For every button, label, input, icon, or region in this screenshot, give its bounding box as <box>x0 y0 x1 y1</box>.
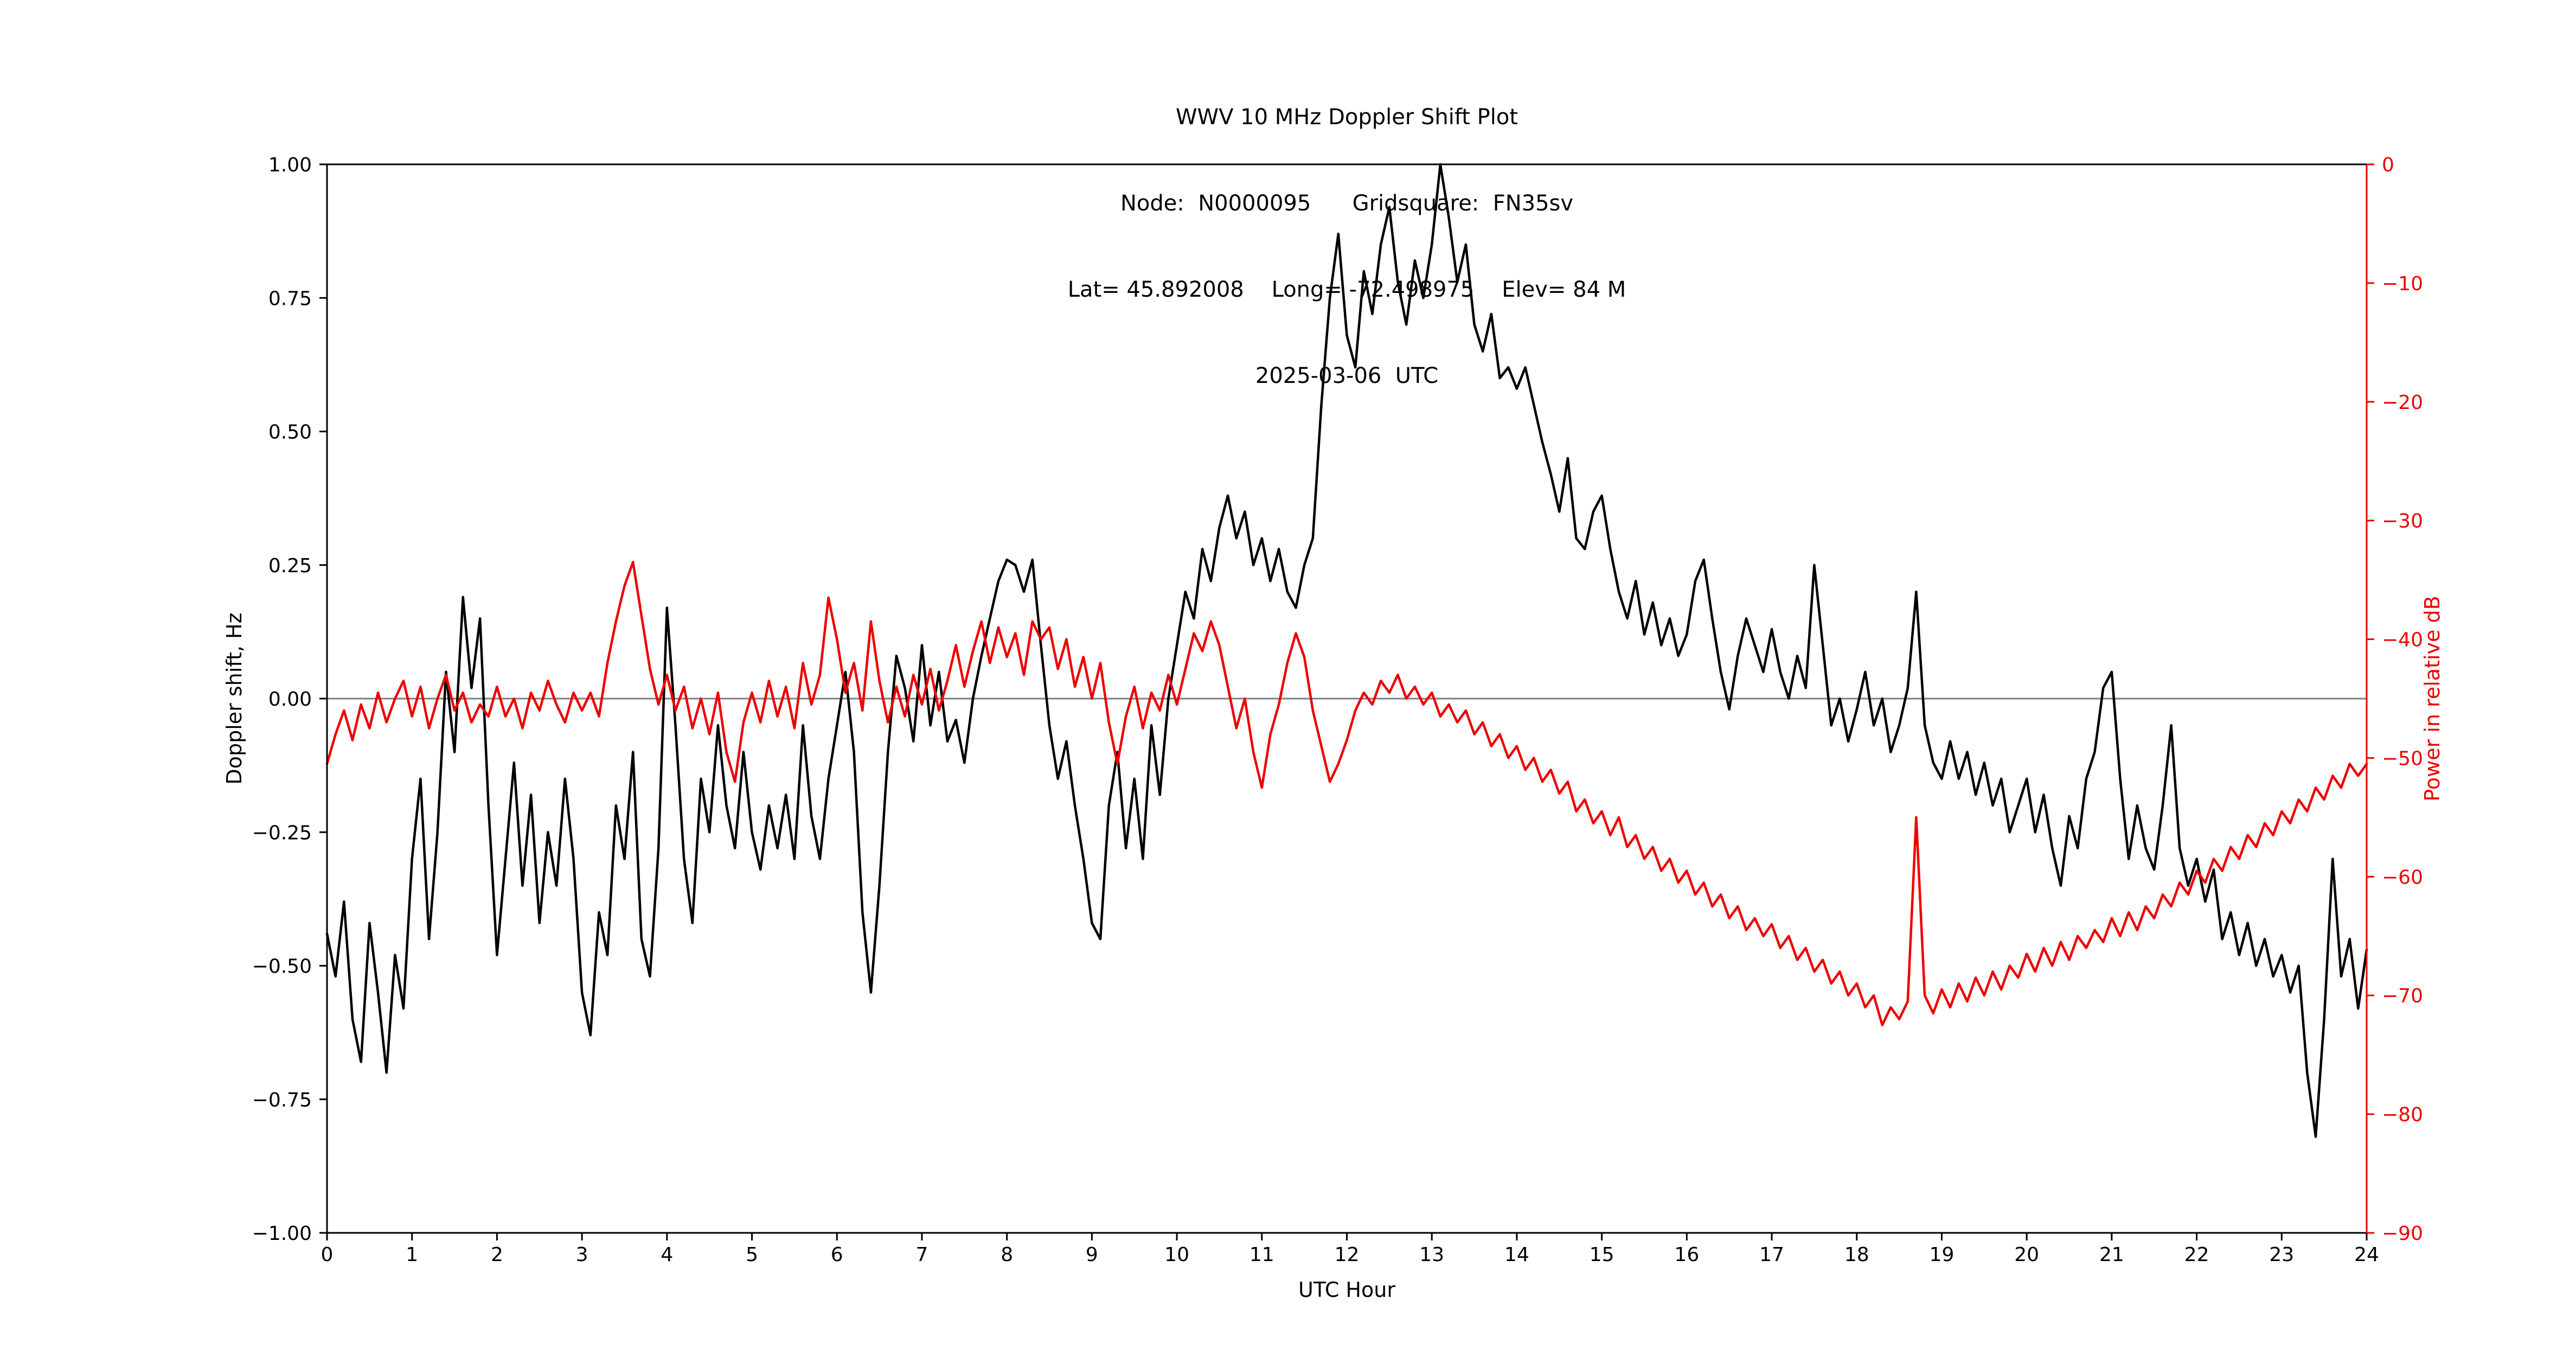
x-tick-label: 12 <box>1335 1244 1360 1266</box>
y-right-tick-label: −50 <box>2382 747 2423 770</box>
y-left-tick-label: 0.50 <box>268 421 312 444</box>
x-tick-label: 22 <box>2184 1244 2209 1266</box>
y-left-tick-label: 0.75 <box>268 287 312 310</box>
plot-title: WWV 10 MHz Doppler Shift Plot <box>1175 105 1518 130</box>
y-left-tick-label: −0.50 <box>252 956 312 978</box>
plot-subtitle-node: Node: N0000095 Gridsquare: FN35sv <box>1120 191 1574 216</box>
y-right-tick-label: −20 <box>2382 392 2423 414</box>
y-right-tick-label: −60 <box>2382 866 2423 888</box>
x-tick-label: 13 <box>1419 1244 1444 1266</box>
x-tick-label: 8 <box>1001 1244 1013 1266</box>
y-right-tick-label: −10 <box>2382 273 2423 295</box>
x-tick-label: 5 <box>746 1244 758 1266</box>
y-left-tick-label: −1.00 <box>252 1223 312 1245</box>
x-tick-label: 21 <box>2099 1244 2124 1266</box>
doppler-shift-line <box>325 163 2368 1138</box>
x-tick-label: 1 <box>406 1244 418 1266</box>
x-tick-label: 3 <box>576 1244 588 1266</box>
x-tick-label: 20 <box>2014 1244 2039 1266</box>
x-tick-label: 4 <box>661 1244 673 1266</box>
x-tick-label: 24 <box>2354 1244 2379 1266</box>
y-right-tick-label: −90 <box>2382 1223 2423 1245</box>
y-left-tick-label: 0.25 <box>268 555 312 577</box>
relative-power-line <box>325 561 2368 1027</box>
y-left-tick-label: 0.00 <box>268 688 312 711</box>
x-tick-label: 15 <box>1590 1244 1614 1266</box>
x-tick-label: 6 <box>831 1244 843 1266</box>
y-left-tick-label: −0.25 <box>252 822 312 844</box>
y-right-tick-label: −70 <box>2382 985 2423 1007</box>
x-tick-label: 2 <box>491 1244 503 1266</box>
y-right-tick-label: −80 <box>2382 1104 2423 1126</box>
x-tick-label: 7 <box>916 1244 928 1266</box>
plot-subtitle-date: 2025-03-06 UTC <box>1255 363 1439 388</box>
x-axis-title: UTC Hour <box>1298 1278 1395 1302</box>
y-right-tick-label: −30 <box>2382 510 2423 533</box>
x-tick-label: 9 <box>1086 1244 1098 1266</box>
x-tick-label: 18 <box>1844 1244 1869 1266</box>
x-tick-label: 17 <box>1759 1244 1784 1266</box>
x-tick-label: 19 <box>1930 1244 1955 1266</box>
y-right-axis-title: Power in relative dB <box>2420 596 2444 801</box>
x-tick-label: 23 <box>2269 1244 2294 1266</box>
x-tick-label: 14 <box>1504 1244 1529 1266</box>
x-tick-label: 11 <box>1249 1244 1274 1266</box>
x-tick-label: 0 <box>321 1244 334 1266</box>
y-right-tick-label: 0 <box>2382 154 2394 176</box>
y-left-tick-label: 1.00 <box>268 154 312 176</box>
y-left-tick-label: −0.75 <box>252 1089 312 1111</box>
y-left-axis-title: Doppler shift, Hz <box>222 612 246 784</box>
x-tick-label: 10 <box>1164 1244 1189 1266</box>
x-tick-label: 16 <box>1674 1244 1699 1266</box>
y-right-tick-label: −40 <box>2382 629 2423 651</box>
